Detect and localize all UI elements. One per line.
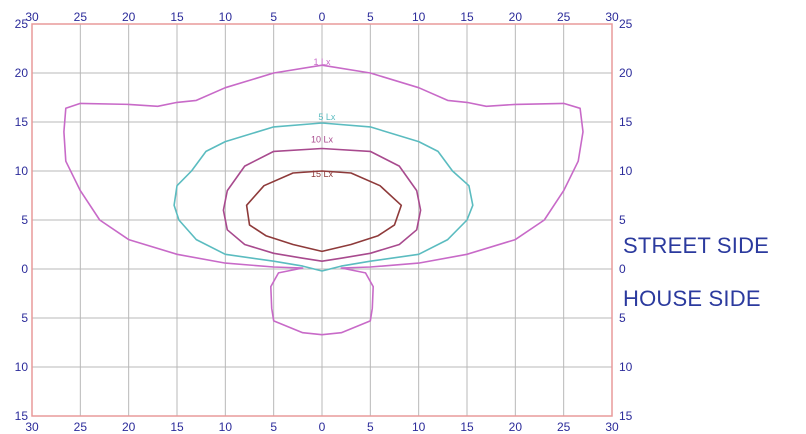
x-tick-label-bottom: 30 xyxy=(25,420,39,434)
x-tick-label-top: 5 xyxy=(367,10,374,24)
x-tick-label-top: 25 xyxy=(557,10,571,24)
y-tick-label-left: 5 xyxy=(21,311,28,325)
x-tick-label-bottom: 5 xyxy=(270,420,277,434)
y-tick-label-left: 25 xyxy=(15,17,29,31)
house-side-label: HOUSE SIDE xyxy=(623,286,761,311)
plot-frame xyxy=(31,23,613,417)
y-tick-label-right: 0 xyxy=(619,262,626,276)
y-tick-label-right: 5 xyxy=(619,213,626,227)
y-tick-label-left: 15 xyxy=(15,409,29,423)
x-tick-label-top: 30 xyxy=(605,10,619,24)
x-tick-label-top: 20 xyxy=(122,10,136,24)
plot-border xyxy=(31,23,613,417)
x-tick-label-bottom: 30 xyxy=(605,420,619,434)
x-tick-label-bottom: 15 xyxy=(460,420,474,434)
y-tick-label-right: 10 xyxy=(619,360,633,374)
y-tick-label-right: 5 xyxy=(619,311,626,325)
x-tick-label-top: 5 xyxy=(270,10,277,24)
contour-label-15-lx: 15 Lx xyxy=(311,169,334,179)
y-tick-label-left: 10 xyxy=(15,164,29,178)
x-tick-label-top: 15 xyxy=(170,10,184,24)
contour-10-lx xyxy=(222,147,422,263)
x-tick-label-bottom: 25 xyxy=(74,420,88,434)
x-tick-label-top: 20 xyxy=(509,10,523,24)
tick-labels: 3030252520201515101055005510101515202025… xyxy=(15,10,633,434)
street-side-label: STREET SIDE xyxy=(623,233,770,258)
x-tick-label-bottom: 0 xyxy=(319,420,326,434)
y-tick-label-right: 20 xyxy=(619,66,633,80)
y-tick-label-left: 15 xyxy=(15,115,29,129)
contour-5-lx xyxy=(173,122,474,272)
x-tick-label-top: 10 xyxy=(412,10,426,24)
x-tick-label-bottom: 20 xyxy=(509,420,523,434)
contour-label-10-lx: 10 Lx xyxy=(311,135,334,145)
x-tick-label-top: 30 xyxy=(25,10,39,24)
x-tick-label-bottom: 5 xyxy=(367,420,374,434)
x-tick-label-bottom: 15 xyxy=(170,420,184,434)
y-tick-label-right: 25 xyxy=(619,17,633,31)
x-tick-label-bottom: 20 xyxy=(122,420,136,434)
y-tick-label-left: 5 xyxy=(21,213,28,227)
y-tick-label-right: 15 xyxy=(619,115,633,129)
y-tick-label-right: 10 xyxy=(619,164,633,178)
y-tick-label-left: 10 xyxy=(15,360,29,374)
contour-labels: 1 Lx 5 Lx 10 Lx 15 Lx xyxy=(311,57,336,179)
x-tick-label-top: 0 xyxy=(319,10,326,24)
x-tick-label-bottom: 10 xyxy=(412,420,426,434)
isolux-contours xyxy=(63,64,584,336)
x-tick-label-bottom: 10 xyxy=(219,420,233,434)
contour-15-lx xyxy=(245,170,403,253)
contour-label-1-lx: 1 Lx xyxy=(313,57,331,67)
contour-label-5-lx: 5 Lx xyxy=(318,112,336,122)
x-tick-label-top: 25 xyxy=(74,10,88,24)
x-tick-label-top: 15 xyxy=(460,10,474,24)
x-tick-label-top: 10 xyxy=(219,10,233,24)
y-tick-label-left: 0 xyxy=(21,262,28,276)
x-tick-label-bottom: 25 xyxy=(557,420,571,434)
y-tick-label-right: 15 xyxy=(619,409,633,423)
contour-1-lx xyxy=(63,64,584,336)
y-tick-label-left: 20 xyxy=(15,66,29,80)
